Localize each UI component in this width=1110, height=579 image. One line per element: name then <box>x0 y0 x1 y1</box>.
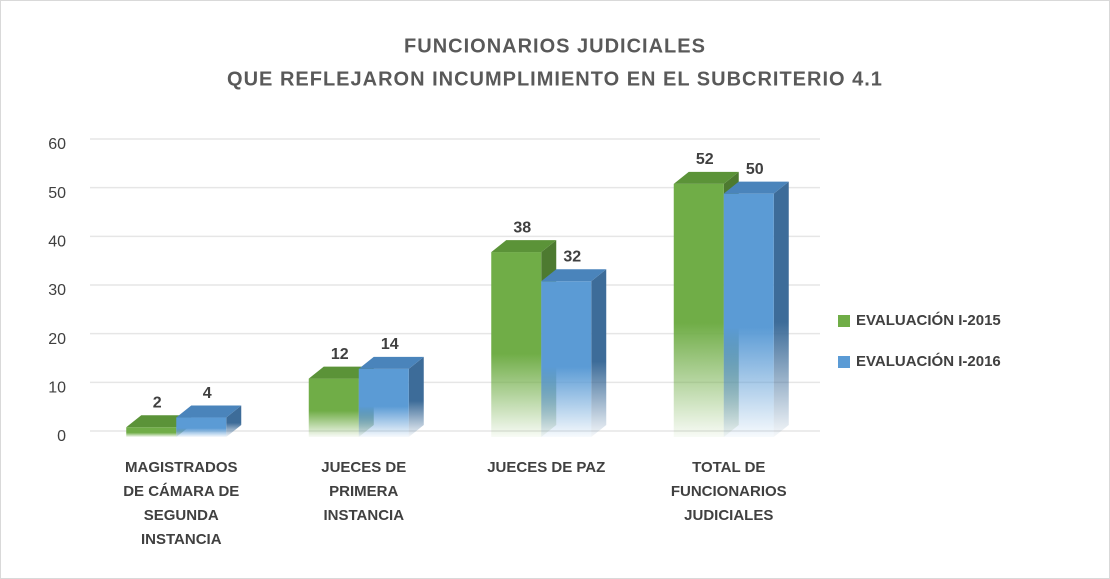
x-tick-label: MAGISTRADOS <box>125 459 238 476</box>
legend-swatch <box>838 315 850 327</box>
y-tick-label: 50 <box>48 185 66 202</box>
bar-side <box>773 181 789 437</box>
data-label: 52 <box>696 151 714 168</box>
x-tick-label: FUNCIONARIOS <box>671 483 787 500</box>
bar-top <box>723 181 789 194</box>
data-label: 38 <box>513 219 531 236</box>
bar-side <box>408 356 424 437</box>
bar-top <box>176 405 242 418</box>
data-label: 4 <box>203 385 212 402</box>
x-tick-label: INSTANCIA <box>323 507 404 524</box>
x-tick-label: JUECES DE PAZ <box>487 459 605 476</box>
bar-top <box>358 356 424 369</box>
x-tick-label: DE CÁMARA DE <box>123 483 239 500</box>
bar-top <box>126 415 192 428</box>
y-tick-label: 30 <box>48 282 66 299</box>
bar <box>673 183 724 437</box>
bar-side <box>226 405 242 437</box>
bar-top <box>541 269 607 282</box>
legend-label: EVALUACIÓN I-2016 <box>856 352 1001 370</box>
x-tick-label: PRIMERA <box>329 483 398 500</box>
bar-top <box>308 366 374 379</box>
x-tick-label: SEGUNDA <box>144 507 219 524</box>
legend-swatch <box>838 356 850 368</box>
bar-top <box>673 171 739 184</box>
x-tick-label: JUECES DE <box>321 459 406 476</box>
bar <box>126 427 177 437</box>
y-tick-label: 0 <box>57 428 66 445</box>
bar-side <box>591 269 607 437</box>
data-label: 12 <box>331 346 349 363</box>
x-tick-label: INSTANCIA <box>141 531 222 548</box>
bar <box>541 281 592 437</box>
x-tick-label: JUDICIALES <box>684 507 773 524</box>
y-tick-label: 20 <box>48 331 66 348</box>
bar <box>491 252 542 437</box>
x-tick-label: TOTAL DE <box>692 459 765 476</box>
data-label: 50 <box>746 161 764 178</box>
bar <box>308 378 359 437</box>
bar-top <box>491 240 557 253</box>
bar <box>176 417 227 437</box>
y-tick-label: 40 <box>48 234 66 251</box>
bar <box>358 368 409 437</box>
y-tick-label: 10 <box>48 380 66 397</box>
data-label: 2 <box>153 394 162 411</box>
chart-title: FUNCIONARIOS JUDICIALES <box>404 35 706 57</box>
legend-label: EVALUACIÓN I-2015 <box>856 311 1001 329</box>
data-label: 14 <box>381 336 399 353</box>
chart-subtitle: QUE REFLEJARON INCUMPLIMIENTO EN EL SUBC… <box>227 68 883 90</box>
data-label: 32 <box>563 248 581 265</box>
bar <box>723 193 774 437</box>
y-tick-label: 60 <box>48 136 66 153</box>
